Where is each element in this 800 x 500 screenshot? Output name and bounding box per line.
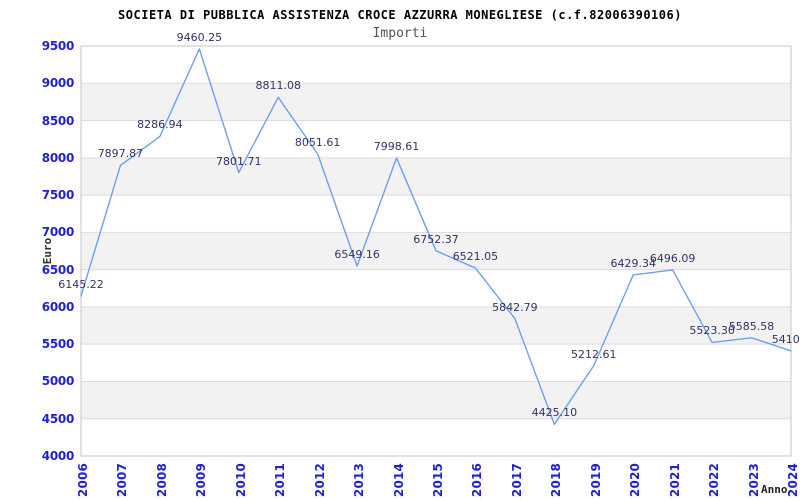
value-label: 6752.37	[413, 232, 459, 246]
data-line	[80, 48, 792, 426]
plot-band	[81, 269, 791, 307]
x-tick-label: 2019	[588, 462, 603, 498]
y-tick-label: 9500	[41, 39, 75, 53]
y-tick-label: 4500	[41, 411, 75, 426]
x-tick-label: 2009	[194, 462, 209, 498]
value-label: 5585.58	[728, 319, 775, 333]
x-tick-label: 2013	[352, 462, 367, 498]
x-tick-label: 2011	[273, 462, 288, 498]
y-tick-label: 8500	[41, 113, 75, 128]
x-tick-label: 2008	[154, 462, 169, 498]
value-label: 6521.05	[452, 250, 499, 264]
value-label: 5523.30	[689, 324, 735, 338]
plot-band	[81, 83, 791, 121]
plot-band	[81, 120, 791, 158]
chart-title: SOCIETA DI PUBBLICA ASSISTENZA CROCE AZZ…	[118, 8, 682, 22]
x-tick-label: 2020	[628, 462, 643, 498]
value-label: 6496.09	[649, 251, 696, 265]
x-tick-label: 2006	[76, 462, 90, 498]
plot-band	[81, 381, 791, 419]
y-tick-label: 5500	[41, 337, 75, 352]
value-label: 6549.16	[334, 247, 380, 261]
value-label: 6429.34	[610, 256, 656, 270]
value-label: 9460.25	[176, 30, 223, 44]
plot-band	[81, 195, 791, 233]
x-tick-label: 2022	[707, 462, 722, 498]
y-tick-label: 6000	[41, 299, 75, 314]
chart-subtitle: Importi	[372, 26, 428, 41]
value-label: 5842.79	[492, 300, 538, 314]
x-tick-label: 2021	[667, 462, 682, 498]
value-label: 8811.08	[255, 79, 301, 93]
x-tick-label: 2010	[233, 462, 248, 498]
value-label: 4425.10	[531, 406, 578, 420]
y-tick-label: 5000	[41, 374, 75, 389]
value-label: 5410.9	[771, 332, 800, 346]
plot-border	[80, 45, 792, 457]
plot-band	[81, 418, 791, 456]
x-axis-title: Anno	[761, 483, 788, 496]
x-tick-label: 2012	[312, 462, 327, 498]
value-label: 6145.22	[58, 278, 104, 292]
y-tick-label: 9000	[41, 76, 75, 91]
value-label: 5212.61	[571, 347, 617, 361]
x-tick-label: 2017	[509, 462, 524, 498]
x-tick-label: 2014	[391, 462, 406, 498]
x-tick-label: 2023	[746, 462, 761, 498]
value-label: 8051.61	[294, 135, 341, 149]
x-tick-label: 2015	[431, 462, 445, 498]
plot-band	[81, 306, 791, 345]
x-tick-label: 2016	[470, 462, 485, 498]
y-tick-label: 8000	[41, 150, 75, 165]
value-label: 7801.71	[216, 154, 262, 168]
x-tick-label: 2007	[115, 462, 130, 498]
plot-band	[81, 46, 791, 84]
value-label: 7897.87	[97, 147, 144, 161]
y-tick-label: 6500	[41, 262, 75, 277]
plot-band	[81, 344, 791, 382]
plot-band	[81, 157, 791, 196]
y-tick-label: 7000	[41, 225, 75, 240]
x-tick-label: 2018	[549, 462, 564, 498]
y-tick-label: 7500	[41, 188, 75, 203]
value-label: 7998.61	[373, 139, 420, 153]
y-tick-label: 4000	[41, 449, 75, 463]
value-label: 8286.94	[137, 118, 183, 132]
x-tick-label: 2024	[786, 462, 800, 498]
